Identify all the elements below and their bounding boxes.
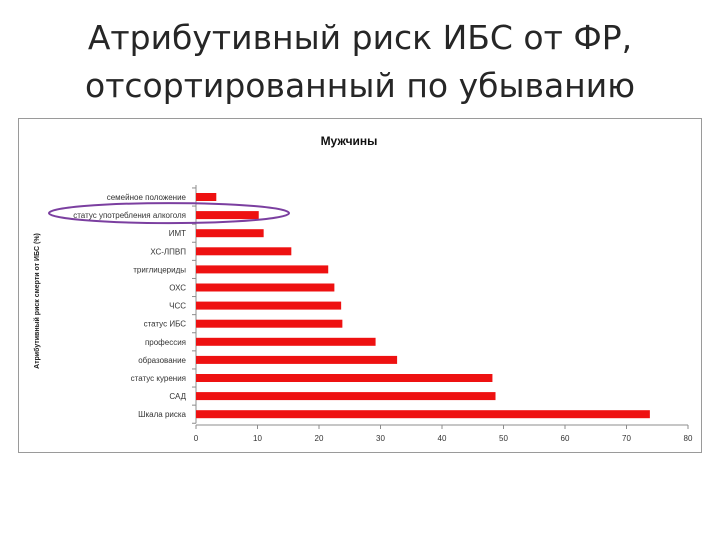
category-label: ЧСС [169, 302, 186, 311]
category-label: ИМТ [169, 229, 186, 238]
bar [196, 283, 335, 292]
bar [196, 265, 329, 274]
highlight-ellipse [48, 202, 290, 225]
category-label: Шкала риска [138, 410, 186, 419]
chart-title: Мужчины [321, 134, 378, 148]
x-tick-label: 20 [315, 434, 324, 443]
x-tick-label: 80 [684, 434, 693, 443]
bar [196, 392, 496, 401]
y-axis-title: Атрибутивный риск смерти от ИБС (%) [33, 233, 41, 369]
category-label: профессия [145, 338, 186, 347]
slide-title-line1: Атрибутивный риск ИБС от ФР, [87, 18, 633, 57]
x-tick-label: 70 [622, 434, 631, 443]
category-label: ОХС [169, 284, 186, 293]
bar [196, 301, 342, 310]
category-label: статус курения [131, 374, 186, 383]
slide-title: Атрибутивный риск ИБС от ФР, отсортирова… [40, 14, 680, 110]
category-label: триглицериды [133, 265, 186, 274]
x-tick-label: 40 [438, 434, 447, 443]
bar [196, 229, 264, 238]
bar [196, 355, 398, 364]
x-tick-label: 0 [194, 434, 199, 443]
bar [196, 319, 343, 328]
bar-chart: Мужчины Атрибутивный риск смерти от ИБС (… [33, 134, 693, 443]
x-tick-label: 50 [499, 434, 508, 443]
bar [196, 337, 376, 346]
chart-frame: Мужчины Атрибутивный риск смерти от ИБС (… [18, 118, 702, 453]
bar [196, 374, 493, 382]
bar [196, 211, 259, 220]
category-label: статус употребления алкоголя [73, 211, 186, 220]
category-label: статус ИБС [144, 320, 187, 329]
x-tick-label: 10 [253, 434, 262, 443]
x-tick-label: 30 [376, 434, 385, 443]
bar [196, 247, 292, 256]
bar [196, 193, 217, 201]
bar [196, 410, 650, 419]
category-label: ХС-ЛПВП [150, 247, 186, 256]
slide-title-line2: отсортированный по убыванию [85, 66, 635, 105]
category-label: САД [169, 392, 186, 401]
x-tick-label: 60 [561, 434, 570, 443]
category-label: семейное положение [107, 193, 187, 202]
category-label: образование [138, 356, 186, 365]
